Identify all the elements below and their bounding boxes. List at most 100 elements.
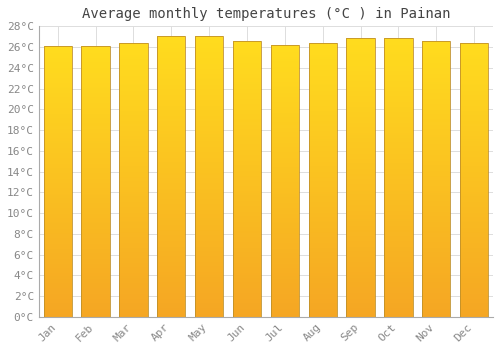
Bar xyxy=(82,254,110,256)
Bar xyxy=(460,184,488,185)
Bar xyxy=(346,130,375,131)
Bar xyxy=(384,127,412,128)
Bar xyxy=(384,206,412,208)
Bar xyxy=(422,163,450,165)
Bar xyxy=(233,253,261,255)
Bar xyxy=(346,248,375,250)
Bar xyxy=(270,141,299,143)
Bar xyxy=(119,276,148,277)
Bar xyxy=(270,215,299,216)
Bar xyxy=(157,204,186,206)
Bar xyxy=(270,254,299,256)
Bar xyxy=(195,221,224,223)
Bar xyxy=(82,279,110,280)
Bar xyxy=(82,207,110,209)
Bar xyxy=(157,311,186,313)
Bar xyxy=(44,142,72,144)
Bar xyxy=(82,219,110,220)
Bar xyxy=(195,41,224,43)
Bar xyxy=(195,314,224,315)
Bar xyxy=(82,70,110,72)
Bar xyxy=(233,147,261,148)
Bar xyxy=(119,315,148,317)
Bar xyxy=(119,248,148,250)
Bar xyxy=(384,93,412,95)
Bar xyxy=(270,181,299,182)
Bar xyxy=(270,146,299,147)
Bar xyxy=(44,95,72,96)
Bar xyxy=(308,257,337,258)
Bar xyxy=(82,265,110,267)
Bar xyxy=(44,217,72,218)
Bar xyxy=(346,194,375,195)
Bar xyxy=(346,290,375,292)
Bar xyxy=(157,96,186,98)
Bar xyxy=(157,258,186,259)
Bar xyxy=(82,215,110,217)
Bar xyxy=(308,91,337,92)
Bar xyxy=(82,249,110,251)
Bar xyxy=(233,45,261,46)
Bar xyxy=(422,77,450,78)
Bar xyxy=(82,167,110,168)
Bar xyxy=(233,140,261,141)
Bar xyxy=(44,112,72,114)
Bar xyxy=(384,226,412,228)
Bar xyxy=(82,301,110,302)
Bar xyxy=(460,117,488,118)
Bar xyxy=(119,196,148,198)
Bar xyxy=(422,271,450,273)
Bar xyxy=(195,47,224,48)
Bar xyxy=(270,275,299,276)
Bar xyxy=(346,264,375,265)
Bar xyxy=(157,41,186,43)
Bar xyxy=(270,138,299,139)
Bar xyxy=(82,199,110,200)
Bar xyxy=(308,47,337,48)
Bar xyxy=(195,304,224,306)
Bar xyxy=(460,118,488,120)
Bar xyxy=(119,159,148,161)
Bar xyxy=(195,196,224,197)
Bar xyxy=(119,136,148,138)
Bar xyxy=(233,113,261,114)
Bar xyxy=(308,155,337,156)
Bar xyxy=(308,122,337,124)
Bar xyxy=(384,107,412,109)
Bar xyxy=(346,195,375,197)
Bar xyxy=(157,195,186,196)
Bar xyxy=(195,43,224,44)
Bar xyxy=(460,247,488,248)
Bar xyxy=(119,241,148,243)
Bar xyxy=(119,144,148,146)
Bar xyxy=(308,288,337,289)
Bar xyxy=(308,198,337,199)
Bar xyxy=(44,154,72,156)
Bar xyxy=(157,228,186,230)
Bar xyxy=(233,199,261,201)
Bar xyxy=(44,148,72,149)
Bar xyxy=(119,139,148,140)
Bar xyxy=(346,133,375,134)
Bar xyxy=(195,282,224,283)
Bar xyxy=(384,304,412,306)
Bar xyxy=(119,195,148,196)
Bar xyxy=(195,38,224,40)
Bar xyxy=(384,306,412,307)
Bar xyxy=(195,134,224,135)
Bar xyxy=(195,275,224,276)
Bar xyxy=(233,242,261,244)
Bar xyxy=(308,174,337,176)
Bar xyxy=(233,223,261,224)
Bar xyxy=(422,198,450,200)
Bar xyxy=(233,289,261,290)
Bar xyxy=(44,280,72,282)
Bar xyxy=(157,214,186,216)
Bar xyxy=(233,208,261,209)
Bar xyxy=(346,77,375,78)
Bar xyxy=(157,64,186,65)
Bar xyxy=(422,246,450,248)
Bar xyxy=(119,304,148,306)
Bar xyxy=(270,131,299,132)
Bar xyxy=(233,88,261,89)
